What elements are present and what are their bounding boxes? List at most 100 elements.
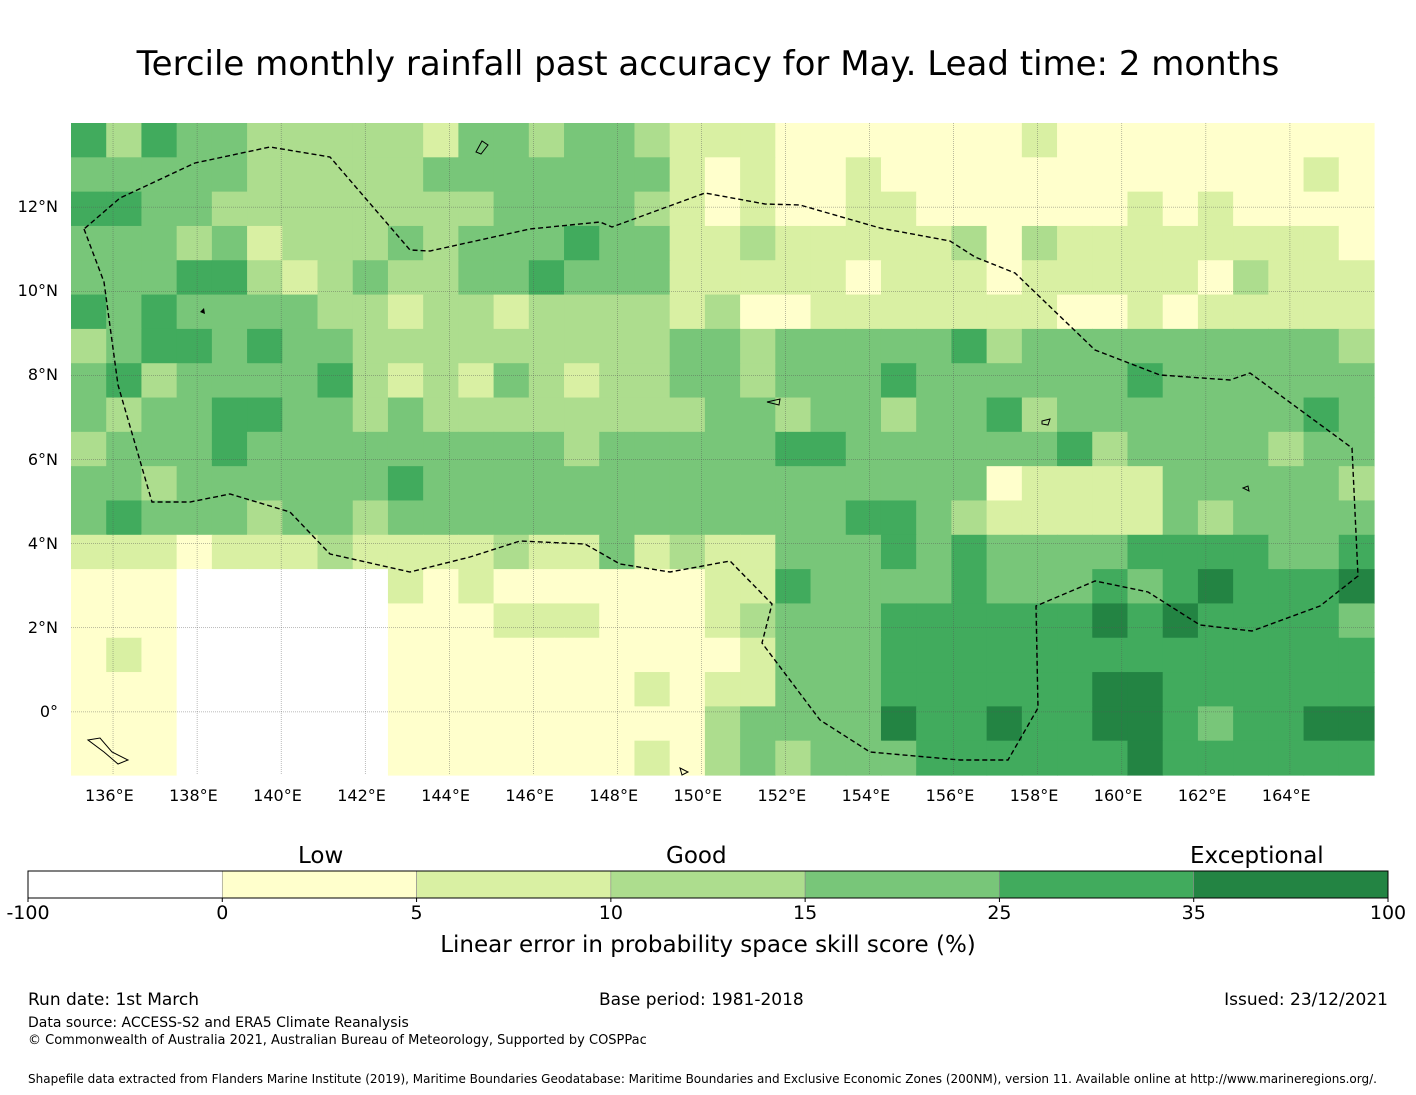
grid-cell: [916, 397, 953, 433]
grid-cell: [106, 534, 143, 570]
grid-cell: [951, 637, 988, 673]
grid-cell: [352, 534, 389, 570]
grid-cell: [564, 431, 600, 467]
grid-cell: [282, 637, 319, 673]
grid-cell: [141, 225, 178, 261]
graticule: [71, 123, 1374, 775]
grid-cell: [141, 740, 178, 776]
grid-cell: [1057, 466, 1093, 502]
lon-tick-label: 158°E: [1009, 786, 1059, 805]
grid-cell: [916, 123, 953, 158]
grid-cell: [704, 260, 741, 296]
grid-cell: [1197, 672, 1234, 707]
grid-cell: [458, 328, 495, 364]
grid-cell: [775, 294, 812, 330]
grid-cell: [704, 123, 741, 158]
grid-cell: [1021, 157, 1058, 193]
grid-cell: [387, 637, 424, 673]
grid-cell: [845, 569, 882, 605]
grid-cell: [1268, 191, 1305, 227]
grid-cell: [845, 603, 882, 639]
grid-cell: [1057, 637, 1093, 673]
grid-cell: [1303, 534, 1340, 570]
grid-cell: [1162, 191, 1199, 227]
grid-cell: [528, 294, 565, 330]
grid-cell: [282, 157, 319, 193]
grid-cell: [423, 157, 459, 193]
island-outline: [1241, 485, 1250, 492]
grid-cell: [1338, 740, 1375, 776]
grid-cell: [528, 191, 565, 227]
grid-cell: [1303, 260, 1340, 296]
grid-cell: [564, 294, 600, 330]
grid-cell: [1021, 363, 1058, 399]
grid-cell: [1197, 397, 1234, 433]
grid-cell: [1338, 191, 1375, 227]
grid-cell: [1197, 260, 1234, 296]
grid-cell: [317, 500, 354, 536]
grid-cell: [1092, 397, 1129, 433]
grid-cell: [1303, 397, 1340, 433]
grid-cell: [845, 706, 882, 742]
grid-cell: [1092, 431, 1129, 467]
grid-cell: [845, 397, 882, 433]
grid-cell: [1021, 466, 1058, 502]
grid-cell: [599, 603, 636, 639]
grid-cell: [704, 431, 741, 467]
grid-cell: [951, 500, 988, 536]
grid-cell: [1233, 603, 1269, 639]
grid-cell: [1092, 603, 1129, 639]
grid-cell: [845, 466, 882, 502]
grid-cell: [1233, 397, 1269, 433]
grid-cell: [106, 294, 143, 330]
grid-cell: [458, 431, 495, 467]
grid-cell: [669, 706, 706, 742]
grid-cell: [564, 363, 600, 399]
grid-cell: [951, 672, 988, 707]
grid-cell: [317, 603, 354, 639]
grid-cell: [1233, 740, 1269, 776]
grid-cell: [106, 363, 143, 399]
grid-cell: [564, 466, 600, 502]
grid-cell: [176, 637, 213, 673]
grid-cell: [1233, 569, 1269, 605]
grid-cell: [1303, 123, 1340, 158]
grid-cell: [845, 534, 882, 570]
grid-cell: [423, 397, 459, 433]
grid-cell: [352, 260, 389, 296]
grid-cell: [1162, 260, 1199, 296]
grid-cell: [1303, 431, 1340, 467]
grid-cell: [810, 157, 847, 193]
grid-cell: [1197, 740, 1234, 776]
grid-cell: [352, 466, 389, 502]
grid-cell: [669, 672, 706, 707]
grid-cell: [352, 191, 389, 227]
grid-cell: [1197, 500, 1234, 536]
grid-cell: [352, 569, 389, 605]
grid-cell: [1268, 397, 1305, 433]
grid-cell: [704, 740, 741, 776]
grid-cell: [282, 431, 319, 467]
grid-cell: [951, 363, 988, 399]
grid-cell: [387, 569, 424, 605]
grid-cell: [247, 740, 283, 776]
grid-cell: [986, 466, 1023, 502]
grid-cell: [211, 740, 248, 776]
grid-cell: [775, 466, 812, 502]
grid-cell: [704, 637, 741, 673]
grid-cell: [211, 294, 248, 330]
grid-cell: [1021, 294, 1058, 330]
grid-cell: [634, 260, 671, 296]
data-source: Data source: ACCESS-S2 and ERA5 Climate …: [28, 1015, 409, 1031]
grid-cell: [493, 157, 530, 193]
grid-cell: [106, 569, 143, 605]
grid-cell: [1057, 672, 1093, 707]
grid-cell: [1021, 534, 1058, 570]
grid-cell: [599, 260, 636, 296]
grid-cell: [1092, 260, 1129, 296]
grid-cell: [599, 534, 636, 570]
grid-cell: [1197, 294, 1234, 330]
grid-cell: [106, 500, 143, 536]
grid-cell: [599, 672, 636, 707]
